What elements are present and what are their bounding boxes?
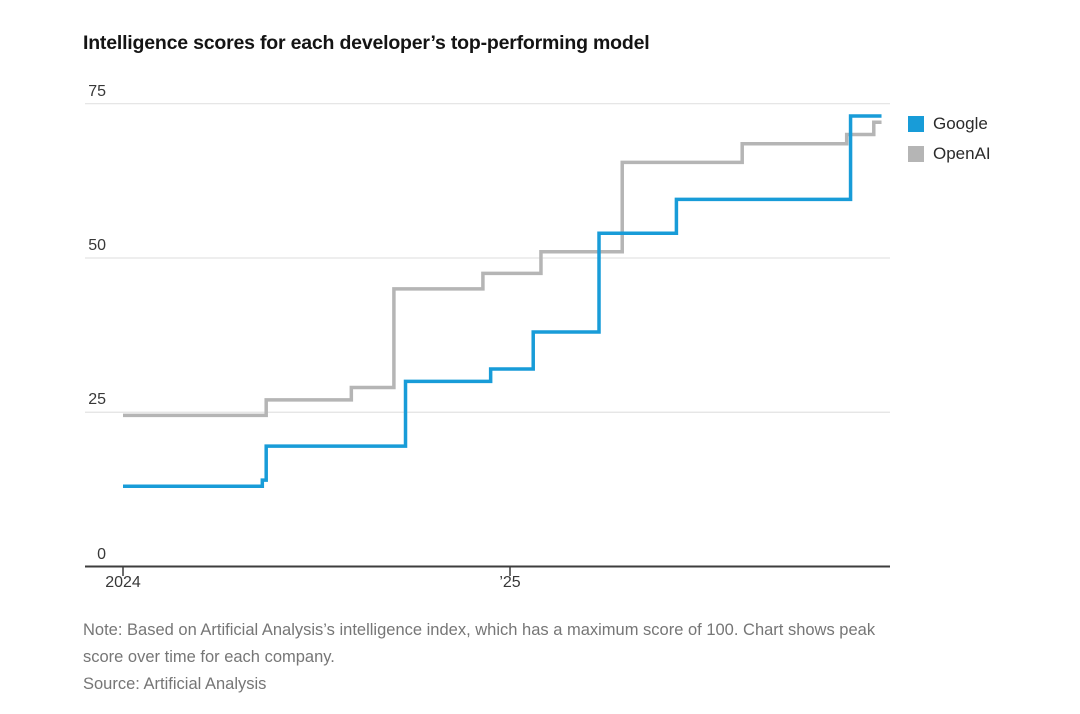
legend-swatch-openai [908,146,924,162]
legend-item-google: Google [908,114,991,134]
note-line-1: Note: Based on Artificial Analysis’s int… [83,621,876,639]
series-line-openai [123,120,882,418]
y-tick-label-75: 75 [88,82,106,100]
series-line-google [123,114,882,489]
chart-legend: Google OpenAI [908,114,991,174]
legend-label-google: Google [933,114,988,133]
x-tick-label-2024: 2024 [105,574,141,591]
chart-footnote: Note: Based on Artificial Analysis’s int… [83,617,1043,698]
legend-swatch-google [908,116,924,132]
note-line-2: score over time for each company. [83,648,335,666]
y-tick-label-25: 25 [88,391,106,409]
source-text: Source: Artificial Analysis [83,675,267,693]
chart-title: Intelligence scores for each developer’s… [83,32,650,54]
x-tick-label-’25: ’25 [499,574,521,591]
legend-label-openai: OpenAI [933,144,991,163]
y-tick-label-50: 50 [88,236,106,254]
note-text: Note: Based on Artificial Analysis’s int… [83,617,1043,671]
y-tick-label-0: 0 [97,545,106,563]
legend-item-openai: OpenAI [908,144,991,164]
